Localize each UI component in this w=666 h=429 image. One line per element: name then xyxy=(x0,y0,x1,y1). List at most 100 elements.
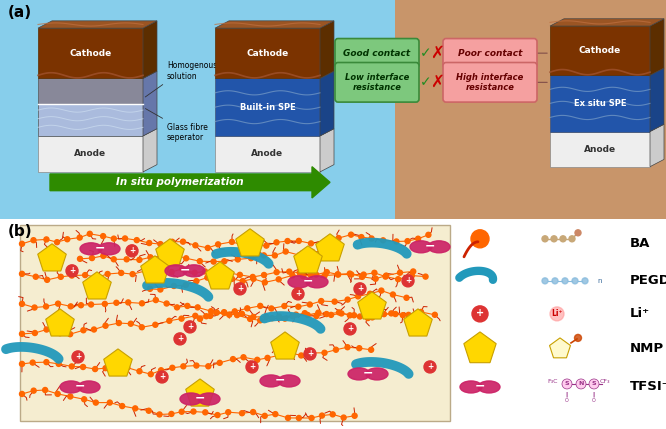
Circle shape xyxy=(44,237,49,242)
Circle shape xyxy=(147,241,152,245)
Ellipse shape xyxy=(80,243,102,255)
Circle shape xyxy=(166,318,172,323)
Text: −: − xyxy=(425,240,436,253)
Circle shape xyxy=(65,237,70,242)
Text: +: + xyxy=(237,284,243,293)
Polygon shape xyxy=(320,129,334,172)
Circle shape xyxy=(411,269,416,274)
Text: N: N xyxy=(578,381,583,387)
Circle shape xyxy=(282,316,288,321)
Circle shape xyxy=(72,351,84,363)
Circle shape xyxy=(224,270,230,275)
Ellipse shape xyxy=(288,276,310,288)
Ellipse shape xyxy=(460,381,482,393)
Circle shape xyxy=(296,239,301,243)
Circle shape xyxy=(264,243,269,248)
Circle shape xyxy=(262,272,266,278)
Circle shape xyxy=(226,410,230,415)
Circle shape xyxy=(352,413,357,418)
Ellipse shape xyxy=(478,381,500,393)
Bar xyxy=(215,136,320,172)
Circle shape xyxy=(248,317,252,321)
Circle shape xyxy=(400,313,406,318)
Circle shape xyxy=(32,305,37,310)
Circle shape xyxy=(174,333,186,345)
Circle shape xyxy=(93,366,98,372)
Polygon shape xyxy=(50,167,330,198)
Circle shape xyxy=(241,355,246,360)
Circle shape xyxy=(432,312,438,317)
Polygon shape xyxy=(215,21,334,28)
Text: +: + xyxy=(476,308,484,318)
Circle shape xyxy=(310,249,315,254)
Circle shape xyxy=(316,310,321,315)
Ellipse shape xyxy=(410,241,432,253)
Polygon shape xyxy=(83,272,111,299)
Circle shape xyxy=(117,320,121,326)
Circle shape xyxy=(264,314,268,319)
Circle shape xyxy=(560,236,566,242)
Circle shape xyxy=(185,303,190,308)
Circle shape xyxy=(319,299,324,304)
Circle shape xyxy=(262,414,267,418)
Circle shape xyxy=(89,302,94,307)
Circle shape xyxy=(255,357,260,363)
Circle shape xyxy=(369,236,374,241)
Text: ✗: ✗ xyxy=(430,44,444,62)
Circle shape xyxy=(424,361,436,373)
Circle shape xyxy=(240,278,245,284)
Text: −: − xyxy=(75,380,85,393)
Circle shape xyxy=(472,306,488,322)
Polygon shape xyxy=(143,71,157,136)
Circle shape xyxy=(19,391,25,396)
Circle shape xyxy=(383,274,388,279)
Circle shape xyxy=(471,230,489,248)
Circle shape xyxy=(416,236,421,241)
Circle shape xyxy=(19,241,25,246)
Polygon shape xyxy=(464,332,496,363)
Ellipse shape xyxy=(348,368,370,380)
Circle shape xyxy=(341,415,346,420)
Text: +: + xyxy=(177,334,183,343)
Circle shape xyxy=(222,259,227,264)
Circle shape xyxy=(298,353,304,358)
Circle shape xyxy=(215,413,220,417)
Text: −: − xyxy=(363,367,373,380)
Circle shape xyxy=(91,327,97,332)
Circle shape xyxy=(208,314,212,318)
Circle shape xyxy=(328,312,334,317)
FancyBboxPatch shape xyxy=(443,39,537,68)
Circle shape xyxy=(336,272,340,277)
Circle shape xyxy=(31,388,36,393)
Circle shape xyxy=(345,345,350,350)
Circle shape xyxy=(296,415,302,420)
Circle shape xyxy=(180,239,186,244)
Circle shape xyxy=(288,350,293,355)
Circle shape xyxy=(368,291,372,296)
Circle shape xyxy=(77,256,83,261)
Circle shape xyxy=(562,379,572,389)
Circle shape xyxy=(153,322,158,327)
Bar xyxy=(38,136,143,172)
Circle shape xyxy=(246,361,258,373)
Circle shape xyxy=(234,283,246,295)
Circle shape xyxy=(235,257,240,262)
Circle shape xyxy=(19,271,25,276)
Circle shape xyxy=(43,387,48,393)
Circle shape xyxy=(373,276,378,281)
Circle shape xyxy=(347,271,352,276)
Circle shape xyxy=(265,355,270,360)
Circle shape xyxy=(230,276,234,281)
Polygon shape xyxy=(186,379,214,406)
Circle shape xyxy=(248,256,254,261)
Circle shape xyxy=(55,391,60,396)
Circle shape xyxy=(423,274,428,279)
Ellipse shape xyxy=(366,368,388,380)
Circle shape xyxy=(222,311,227,315)
Circle shape xyxy=(123,236,128,241)
Circle shape xyxy=(297,253,302,258)
Ellipse shape xyxy=(78,381,100,393)
Circle shape xyxy=(294,312,298,317)
Circle shape xyxy=(208,309,214,314)
Circle shape xyxy=(111,257,117,262)
